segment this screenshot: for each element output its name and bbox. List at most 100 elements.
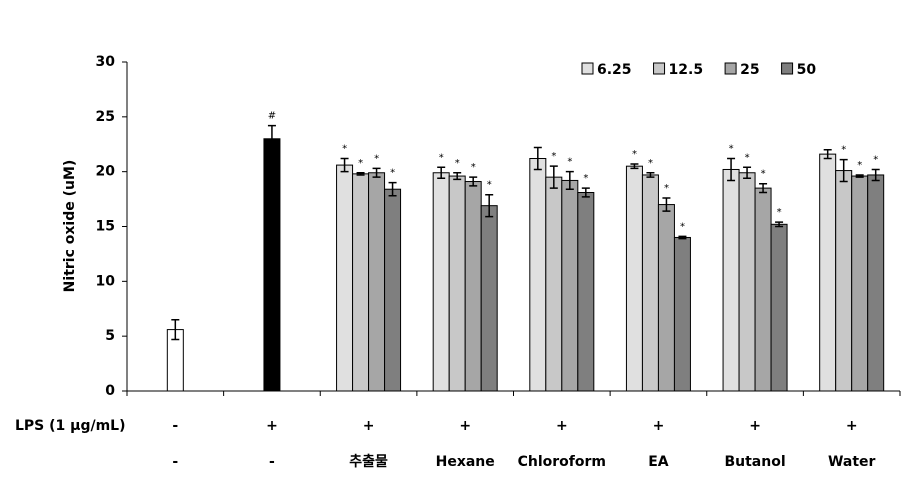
- annotation: *: [841, 145, 846, 156]
- annotation: *: [471, 162, 476, 173]
- annotation: *: [567, 157, 572, 168]
- error-bar: [775, 221, 784, 228]
- error-bar: [759, 182, 768, 194]
- annotation: *: [777, 207, 782, 218]
- annotation: *: [342, 144, 347, 155]
- bar: [464, 181, 482, 392]
- bar: [480, 205, 498, 392]
- annotation: *: [729, 144, 734, 155]
- x-tick-label: Hexane: [436, 454, 495, 470]
- error-bar: [356, 172, 365, 176]
- legend-swatch: [781, 62, 794, 75]
- annotation: *: [632, 149, 637, 160]
- bar: [835, 170, 853, 392]
- annotation: *: [648, 158, 653, 169]
- error-bar: [372, 167, 381, 178]
- lps-label: +: [266, 418, 278, 434]
- y-tick-label: 20: [96, 164, 116, 180]
- error-bar: [171, 318, 180, 341]
- error-bar: [855, 174, 864, 178]
- bar: [625, 165, 643, 392]
- bar: [722, 168, 740, 392]
- bar: [336, 164, 354, 392]
- x-tick-label: 추출물: [349, 453, 388, 470]
- annotation: *: [439, 152, 444, 163]
- annotation: *: [390, 168, 395, 179]
- error-bar: [581, 187, 590, 198]
- y-tick-label: 25: [96, 109, 115, 125]
- annotation: *: [551, 151, 556, 162]
- bar: [770, 223, 788, 392]
- error-bar: [388, 181, 397, 197]
- lps-label: +: [556, 418, 568, 434]
- annotation: *: [857, 160, 862, 171]
- error-bar: [453, 172, 462, 181]
- bar: [448, 175, 466, 392]
- y-tick-label: 0: [105, 383, 115, 399]
- legend-swatch: [581, 62, 594, 75]
- error-bar: [469, 176, 478, 187]
- y-axis-label: Nitric oxide (uM): [62, 160, 78, 293]
- bar: [368, 172, 386, 392]
- annotation: *: [358, 158, 363, 169]
- legend-label: 25: [740, 62, 759, 78]
- annotation: *: [455, 158, 460, 169]
- bar: [352, 173, 370, 392]
- row-label: LPS (1 μg/mL): [15, 418, 126, 434]
- x-tick-label: Butanol: [724, 454, 785, 470]
- y-tick-label: 5: [105, 328, 115, 344]
- error-bar: [678, 235, 687, 240]
- bar: [263, 138, 281, 392]
- legend-label: 6.25: [597, 62, 632, 78]
- bar: [641, 174, 659, 392]
- bar: [754, 187, 772, 392]
- bar: [545, 176, 563, 392]
- annotation: *: [583, 173, 588, 184]
- legend-swatch: [724, 62, 737, 75]
- lps-label: +: [653, 418, 665, 434]
- x-tick-label: Water: [828, 454, 876, 470]
- error-bar: [267, 124, 276, 153]
- bar: [432, 172, 450, 392]
- annotation: #: [268, 111, 276, 122]
- error-bar: [646, 172, 655, 178]
- y-tick-label: 15: [96, 219, 115, 235]
- lps-label: +: [363, 418, 375, 434]
- error-bar: [662, 197, 671, 212]
- x-tick-label: Chloroform: [518, 454, 606, 470]
- annotation: *: [680, 221, 685, 232]
- y-tick-label: 10: [96, 273, 116, 289]
- lps-label: +: [749, 418, 761, 434]
- lps-label: -: [172, 418, 178, 434]
- bar: [819, 153, 837, 392]
- bar: [561, 179, 579, 392]
- x-tick-label: -: [269, 454, 275, 470]
- error-bar: [340, 157, 349, 173]
- error-bar: [823, 148, 832, 160]
- bar: [657, 204, 675, 392]
- error-bar: [549, 165, 558, 189]
- error-bar: [437, 166, 446, 179]
- legend-label: 12.5: [669, 62, 704, 78]
- annotation: *: [761, 169, 766, 180]
- error-bar: [839, 158, 848, 183]
- legend-swatch: [653, 62, 666, 75]
- error-bar: [743, 166, 752, 179]
- lps-label: +: [846, 418, 858, 434]
- annotation: *: [487, 180, 492, 191]
- bar: [529, 158, 547, 392]
- bar: [577, 192, 595, 392]
- error-bar: [871, 168, 880, 182]
- lps-label: +: [459, 418, 471, 434]
- error-bar: [533, 146, 542, 171]
- x-tick-label: EA: [648, 454, 669, 470]
- annotation: *: [745, 152, 750, 163]
- bar: [851, 175, 869, 392]
- y-tick-label: 30: [96, 54, 116, 70]
- error-bar: [485, 193, 494, 218]
- bar: [384, 188, 402, 392]
- annotation: *: [374, 153, 379, 164]
- error-bar: [565, 170, 574, 190]
- annotation: *: [873, 154, 878, 165]
